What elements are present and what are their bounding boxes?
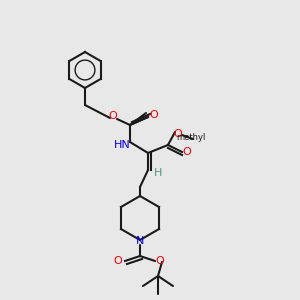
Text: O: O — [150, 110, 158, 120]
Text: O: O — [109, 111, 117, 121]
Text: O: O — [114, 256, 122, 266]
Text: O: O — [174, 129, 182, 139]
Text: N: N — [136, 236, 144, 246]
Text: methyl: methyl — [176, 133, 206, 142]
Text: HN: HN — [114, 140, 130, 150]
Text: H: H — [154, 168, 162, 178]
Text: O: O — [183, 147, 191, 157]
Text: O: O — [156, 256, 164, 266]
